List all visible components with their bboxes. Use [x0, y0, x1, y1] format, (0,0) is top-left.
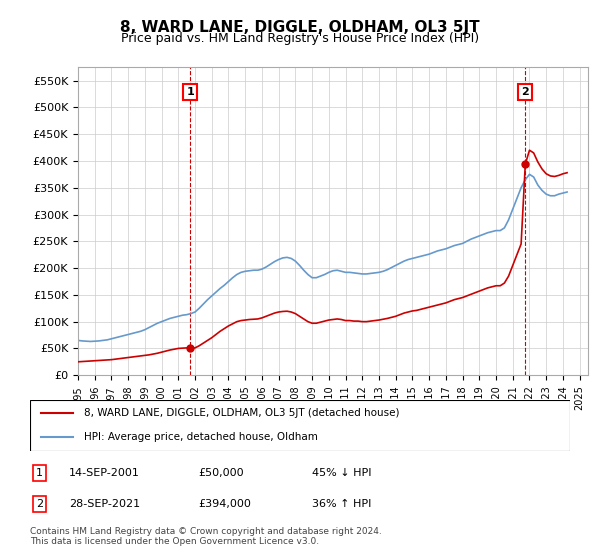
FancyBboxPatch shape: [30, 400, 570, 451]
Text: 8, WARD LANE, DIGGLE, OLDHAM, OL3 5JT: 8, WARD LANE, DIGGLE, OLDHAM, OL3 5JT: [120, 20, 480, 35]
Text: £394,000: £394,000: [198, 499, 251, 509]
Text: 1: 1: [187, 87, 194, 97]
Text: 28-SEP-2021: 28-SEP-2021: [69, 499, 140, 509]
Text: Contains HM Land Registry data © Crown copyright and database right 2024.
This d: Contains HM Land Registry data © Crown c…: [30, 526, 382, 546]
Text: 36% ↑ HPI: 36% ↑ HPI: [312, 499, 371, 509]
Text: Price paid vs. HM Land Registry's House Price Index (HPI): Price paid vs. HM Land Registry's House …: [121, 32, 479, 45]
Text: 8, WARD LANE, DIGGLE, OLDHAM, OL3 5JT (detached house): 8, WARD LANE, DIGGLE, OLDHAM, OL3 5JT (d…: [84, 408, 400, 418]
Text: HPI: Average price, detached house, Oldham: HPI: Average price, detached house, Oldh…: [84, 432, 318, 442]
Text: 45% ↓ HPI: 45% ↓ HPI: [312, 468, 371, 478]
Text: 2: 2: [521, 87, 529, 97]
Text: 1: 1: [36, 468, 43, 478]
Text: £50,000: £50,000: [198, 468, 244, 478]
Text: 2: 2: [36, 499, 43, 509]
Text: 14-SEP-2001: 14-SEP-2001: [69, 468, 140, 478]
